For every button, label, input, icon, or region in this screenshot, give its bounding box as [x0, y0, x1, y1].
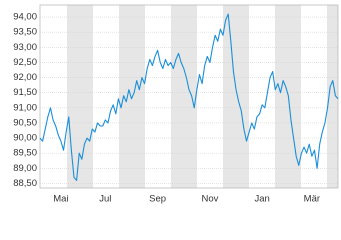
x-tick-label: Sep [149, 194, 166, 205]
x-tick-label: Nov [201, 194, 218, 205]
band [223, 5, 249, 188]
chart: 88,50 89,00 89,50 90,00 90,50 91,00 91,50 92,00… [13, 4, 339, 205]
y-tick-label: 89,00 [13, 163, 37, 174]
x-tick-label: Jan [255, 194, 270, 205]
x-tick-label: Mär [304, 194, 320, 205]
y-tick-label: 89,50 [13, 148, 37, 159]
plot-frame [39, 4, 339, 189]
x-tick-label: Jul [99, 194, 111, 205]
y-tick-label: 88,50 [13, 178, 37, 189]
y-tick-label: 92,00 [13, 72, 37, 83]
band [171, 5, 197, 188]
price-line [39, 13, 339, 181]
y-tick-label: 93,00 [13, 42, 37, 53]
y-tick-label: 91,00 [13, 102, 37, 113]
y-tick-label: 90,50 [13, 117, 37, 128]
x-tick-label: Mai [53, 194, 68, 205]
y-tick-label: 92,50 [13, 57, 37, 68]
band [67, 5, 93, 188]
y-tick-label: 90,00 [13, 133, 37, 144]
band [327, 5, 338, 188]
y-tick-label: 91,50 [13, 87, 37, 98]
y-tick-label: 94,00 [13, 12, 37, 23]
y-tick-label: 93,50 [13, 27, 37, 38]
